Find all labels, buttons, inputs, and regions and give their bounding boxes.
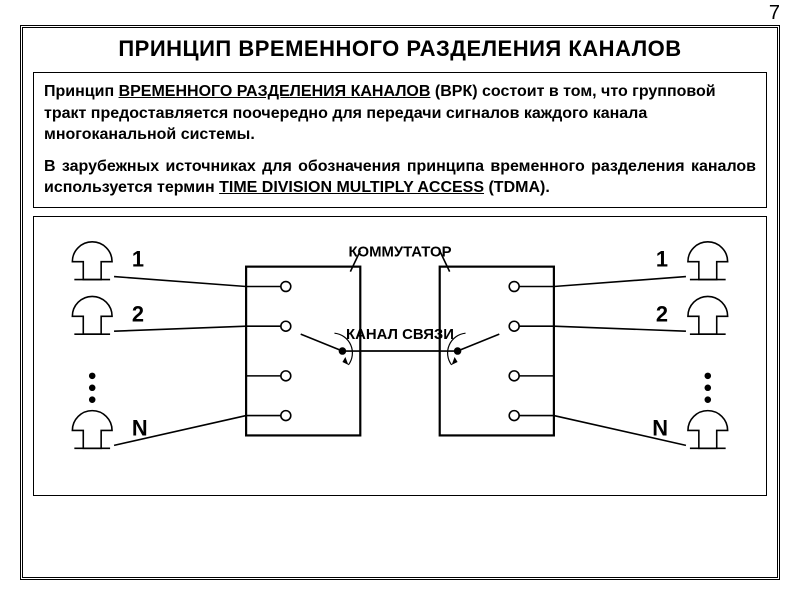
diagram-svg: 1 1 2 2 N N КОММУТАТОР КАНАЛ СВЯЗИ [34, 217, 766, 495]
p2-post: (TDMA). [484, 179, 550, 196]
svg-text:КАНАЛ СВЯЗИ: КАНАЛ СВЯЗИ [346, 327, 454, 343]
p2-underline: TIME DIVISION MULTIPLY ACCESS [219, 179, 484, 196]
svg-text:1: 1 [132, 247, 144, 272]
paragraph-1: Принцип ВРЕМЕННОГО РАЗДЕЛЕНИЯ КАНАЛОВ (В… [44, 81, 756, 146]
svg-text:N: N [652, 415, 668, 440]
p1-pre: Принцип [44, 83, 119, 100]
svg-text:2: 2 [656, 301, 668, 326]
page-number: 7 [769, 2, 780, 25]
paragraph-2: В зарубежных источниках для обозначения … [44, 156, 756, 199]
outer-frame: ПРИНЦИП ВРЕМЕННОГО РАЗДЕЛЕНИЯ КАНАЛОВ Пр… [20, 25, 780, 580]
svg-text:КОММУТАТОР: КОММУТАТОР [348, 245, 451, 261]
description-box: Принцип ВРЕМЕННОГО РАЗДЕЛЕНИЯ КАНАЛОВ (В… [33, 72, 767, 208]
page-title: ПРИНЦИП ВРЕМЕННОГО РАЗДЕЛЕНИЯ КАНАЛОВ [23, 28, 777, 68]
p1-underline: ВРЕМЕННОГО РАЗДЕЛЕНИЯ КАНАЛОВ [119, 83, 431, 100]
svg-text:2: 2 [132, 301, 144, 326]
diagram-box: 1 1 2 2 N N КОММУТАТОР КАНАЛ СВЯЗИ [33, 216, 767, 496]
svg-text:N: N [132, 415, 148, 440]
svg-text:1: 1 [656, 247, 668, 272]
